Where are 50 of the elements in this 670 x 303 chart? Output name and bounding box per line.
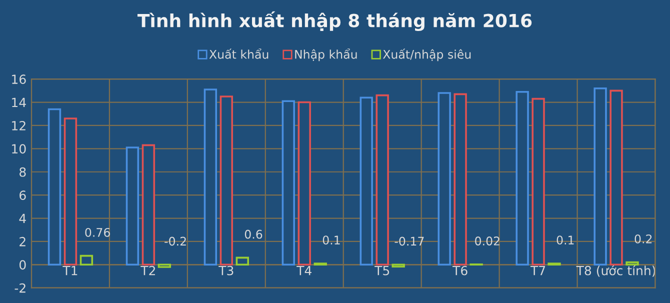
y-tick-label: 14 [12, 98, 26, 108]
x-tick-label: T5 [374, 266, 390, 276]
y-tick-label: 2 [20, 236, 26, 246]
chart-title: Tình hình xuất nhập 8 tháng năm 2016 [137, 11, 532, 32]
data-label: 0.1 [322, 236, 340, 245]
y-tick-label: 6 [20, 190, 26, 200]
bar [360, 96, 373, 266]
bar [126, 146, 140, 266]
bar [376, 94, 389, 266]
x-tick-label: T6 [452, 266, 468, 276]
bar [454, 93, 467, 266]
y-tick-label: 10 [12, 144, 26, 154]
data-label: 0.76 [85, 228, 110, 237]
bar [48, 108, 62, 266]
bar [220, 96, 234, 266]
bar [64, 118, 78, 266]
bar [594, 87, 607, 266]
data-label: 0.1 [556, 236, 574, 245]
data-label: 0.02 [475, 236, 500, 246]
bar [626, 261, 639, 266]
x-tick-label: T7 [530, 266, 546, 276]
bar [236, 256, 249, 266]
bar [158, 264, 172, 268]
legend-label: Nhập khẩu [295, 48, 357, 62]
bar [516, 90, 529, 266]
bar [298, 101, 311, 266]
y-tick-label: 12 [12, 120, 26, 130]
x-tick-label: T4 [296, 266, 312, 276]
bar [80, 254, 94, 266]
legend-label: Xuất khẩu [209, 48, 268, 59]
data-label: -0.2 [164, 236, 186, 246]
y-tick-label: 16 [12, 74, 26, 84]
bar [610, 90, 623, 266]
y-tick-label: 8 [20, 167, 26, 177]
bar [532, 98, 545, 266]
y-tick-label: 0 [20, 260, 26, 270]
bar [438, 92, 451, 266]
bar [204, 88, 218, 266]
bar [142, 144, 156, 266]
legend-label: Xuất/nhập siêu [382, 48, 471, 62]
x-tick-label: T1 [62, 266, 78, 276]
data-label: 0.2 [634, 234, 652, 244]
data-label: -0.17 [394, 236, 424, 246]
x-tick-label: T2 [140, 266, 155, 276]
y-tick-label: -2 [14, 283, 26, 293]
x-tick-label: T8 (ước tính) [576, 265, 656, 277]
data-label: 0.6 [244, 230, 262, 239]
x-tick-label: T3 [218, 266, 234, 276]
bar [282, 100, 295, 266]
y-tick-label: 4 [19, 214, 26, 224]
